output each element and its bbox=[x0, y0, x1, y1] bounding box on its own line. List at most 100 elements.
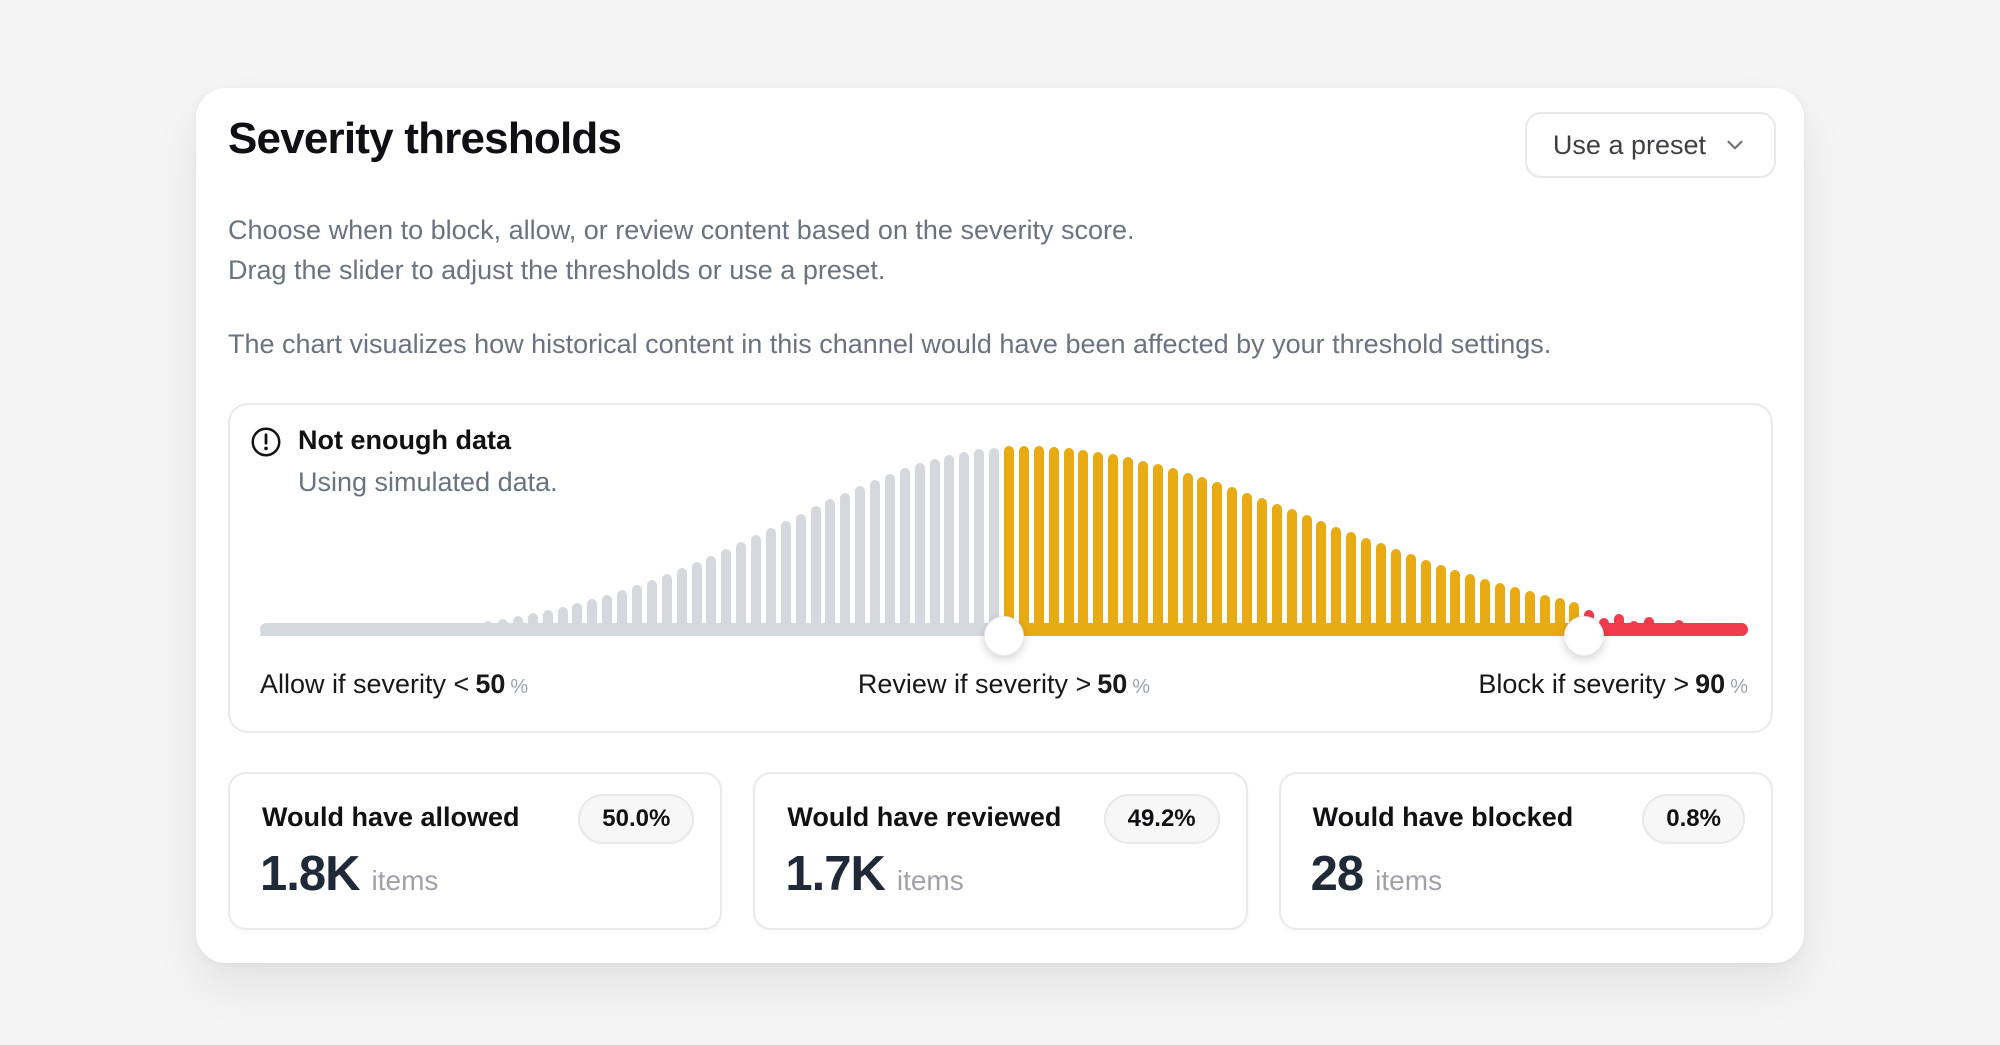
histogram-bar bbox=[602, 595, 613, 636]
reviewed-unit: items bbox=[896, 865, 964, 896]
histogram-bar bbox=[512, 616, 523, 636]
allowed-stat-card: Would have allowed 50.0% 1.8K items bbox=[228, 772, 723, 930]
histogram-bar bbox=[542, 610, 553, 636]
histogram-bar bbox=[795, 514, 806, 636]
reviewed-count: 1.7K bbox=[785, 847, 886, 901]
histogram-bar bbox=[1256, 498, 1267, 636]
histogram-bar bbox=[870, 480, 881, 636]
histogram-bar bbox=[751, 535, 762, 636]
histogram-bar bbox=[1643, 617, 1654, 636]
histogram-bar bbox=[989, 448, 1000, 636]
histogram-bar bbox=[304, 632, 315, 636]
histogram-bar bbox=[1673, 620, 1684, 636]
histogram-bar bbox=[483, 621, 494, 636]
histogram-bar bbox=[1212, 482, 1223, 636]
histogram-bar bbox=[676, 568, 687, 636]
severity-thresholds-panel: Severity thresholds Use a preset Choose … bbox=[196, 88, 1804, 963]
use-preset-dropdown[interactable]: Use a preset bbox=[1524, 112, 1776, 178]
histogram-bar bbox=[944, 455, 955, 636]
percent-sign: % bbox=[510, 676, 529, 698]
blocked-count: 28 bbox=[1310, 847, 1365, 901]
histogram-bar bbox=[1123, 457, 1134, 636]
histogram-bar bbox=[1316, 521, 1327, 636]
histogram-bar bbox=[260, 632, 270, 636]
percent-sign: % bbox=[1132, 676, 1151, 698]
not-enough-data-title: Not enough data bbox=[298, 425, 511, 455]
reviewed-stat-card: Would have reviewed 49.2% 1.7K items bbox=[753, 772, 1248, 930]
allowed-unit: items bbox=[371, 865, 439, 896]
block-threshold-label: Block if severity >90% bbox=[1478, 669, 1748, 699]
histogram-bar bbox=[468, 623, 479, 636]
blocked-unit: items bbox=[1375, 865, 1443, 896]
review-threshold-label: Review if severity >50% bbox=[857, 669, 1151, 699]
description-line-2: Drag the slider to adjust the thresholds… bbox=[228, 255, 886, 285]
histogram-bar bbox=[1301, 515, 1312, 636]
histogram-bar bbox=[884, 474, 895, 636]
impact-stats-row: Would have allowed 50.0% 1.8K items Woul… bbox=[228, 772, 1773, 930]
histogram-bar bbox=[1539, 595, 1550, 636]
histogram-bar bbox=[1152, 464, 1163, 636]
histogram-bar bbox=[1063, 448, 1074, 636]
histogram-bar bbox=[1271, 504, 1282, 636]
histogram-bar bbox=[765, 528, 776, 636]
histogram-bar bbox=[1554, 598, 1565, 636]
histogram-bar bbox=[408, 629, 419, 636]
histogram-bar bbox=[379, 631, 390, 636]
histogram-bar bbox=[646, 580, 657, 636]
histogram-bar bbox=[1033, 446, 1044, 636]
allowed-stat-label: Would have allowed bbox=[262, 802, 520, 832]
histogram-bar bbox=[1718, 628, 1729, 636]
threshold-labels-row: Allow if severity <50% Review if severit… bbox=[260, 669, 1748, 705]
block-threshold-value: 90 bbox=[1695, 669, 1726, 699]
block-threshold-slider-handle[interactable] bbox=[1564, 616, 1605, 656]
histogram-bar bbox=[1628, 621, 1639, 636]
description-line-1: Choose when to block, allow, or review c… bbox=[228, 215, 1135, 245]
histogram-bar bbox=[1004, 446, 1014, 636]
histogram-bar bbox=[1509, 587, 1520, 636]
histogram-bar bbox=[393, 630, 404, 636]
histogram-bar bbox=[572, 603, 583, 636]
allow-threshold-value: 50 bbox=[475, 669, 506, 699]
histogram-bar bbox=[1048, 447, 1059, 636]
histogram-bar bbox=[1078, 450, 1089, 636]
blocked-stat-card: Would have blocked 0.8% 28 items bbox=[1278, 772, 1773, 930]
histogram-bar bbox=[498, 619, 509, 636]
percent-sign: % bbox=[1730, 676, 1748, 698]
histogram-bar bbox=[780, 521, 791, 636]
histogram-bar bbox=[423, 628, 434, 636]
histogram-bar bbox=[1093, 452, 1104, 636]
histogram-bar bbox=[1614, 614, 1625, 636]
histogram-bar bbox=[1182, 473, 1193, 636]
reviewed-percent-badge: 49.2% bbox=[1103, 794, 1220, 844]
histogram-bar bbox=[1390, 549, 1401, 636]
histogram-bar bbox=[840, 493, 851, 636]
allow-threshold-label: Allow if severity <50% bbox=[260, 669, 529, 699]
histogram-bar bbox=[825, 499, 836, 636]
histogram-bar bbox=[721, 549, 732, 636]
histogram-bar bbox=[691, 562, 702, 636]
use-preset-label: Use a preset bbox=[1552, 129, 1706, 160]
histogram-bar bbox=[899, 468, 910, 636]
histogram-bar bbox=[274, 632, 285, 636]
histogram-bar bbox=[914, 463, 925, 636]
histogram-bar bbox=[632, 585, 642, 636]
histogram-bar bbox=[974, 449, 985, 636]
histogram-bar bbox=[1599, 618, 1610, 636]
histogram-bar bbox=[1658, 623, 1669, 636]
description-line-3: The chart visualizes how historical cont… bbox=[228, 329, 1552, 359]
histogram-bar bbox=[364, 632, 375, 636]
simulated-data-subtitle: Using simulated data. bbox=[298, 467, 558, 497]
allowed-count: 1.8K bbox=[260, 847, 361, 901]
histogram-bar bbox=[1688, 626, 1699, 636]
histogram-bar bbox=[810, 506, 821, 636]
blocked-percent-badge: 0.8% bbox=[1642, 794, 1745, 844]
histogram-bar bbox=[1733, 626, 1744, 636]
histogram-bar bbox=[557, 607, 568, 636]
histogram-bar bbox=[587, 599, 598, 636]
histogram-bar bbox=[1450, 570, 1461, 636]
histogram-bar bbox=[289, 632, 300, 636]
review-threshold-value: 50 bbox=[1097, 669, 1128, 699]
histogram-bar bbox=[1420, 560, 1431, 636]
review-threshold-slider-handle[interactable] bbox=[984, 616, 1024, 656]
severity-chart-container: Not enough data Using simulated data. Al… bbox=[228, 403, 1773, 733]
